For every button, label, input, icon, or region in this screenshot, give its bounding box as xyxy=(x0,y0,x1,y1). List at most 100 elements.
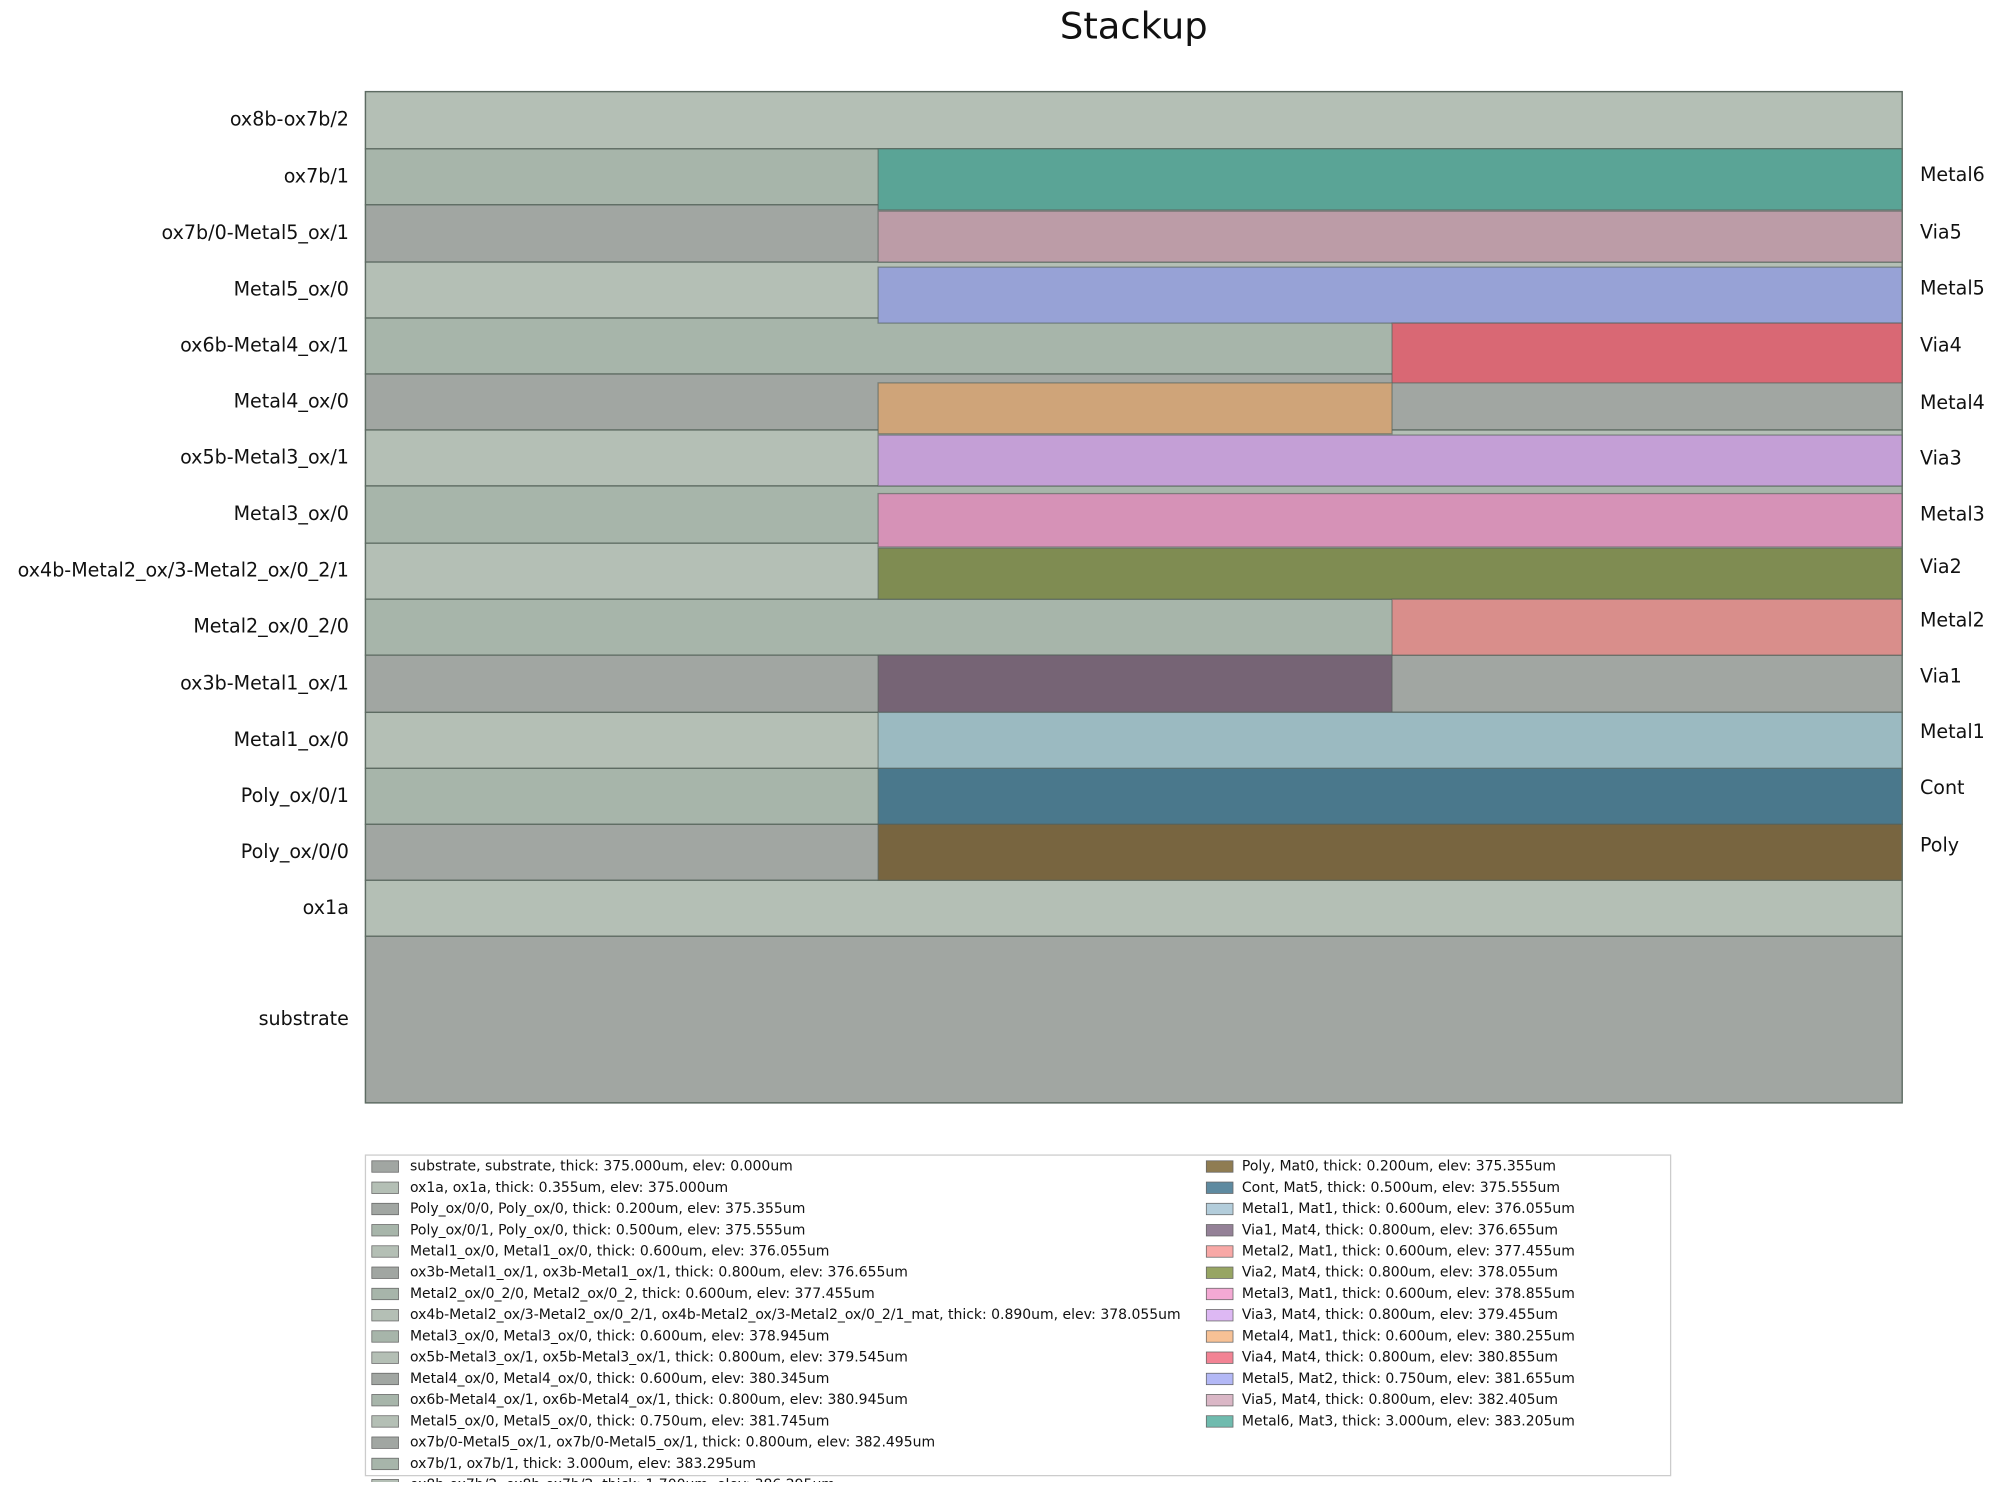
metal-layer xyxy=(877,547,1903,600)
dielectric-label: Poly_ox/0/0 xyxy=(241,841,349,863)
legend-swatch xyxy=(1205,1245,1234,1258)
metal-layer xyxy=(877,767,1903,825)
legend-label: Metal5_ox/0, Metal5_ox/0, thick: 0.750um… xyxy=(410,1413,829,1429)
legend-label: Via2, Mat4, thick: 0.800um, elev: 378.05… xyxy=(1242,1265,1558,1281)
metal-label: Via3 xyxy=(1920,448,1962,470)
legend-swatch xyxy=(371,1330,399,1343)
legend-label: Metal2_ox/0_2/0, Metal2_ox/0_2, thick: 0… xyxy=(410,1286,875,1302)
legend-label: Poly_ox/0/1, Poly_ox/0, thick: 0.500um, … xyxy=(410,1222,805,1238)
dielectric-label: substrate xyxy=(259,1008,349,1030)
legend-swatch xyxy=(1205,1160,1234,1173)
legend-swatch xyxy=(1205,1266,1234,1279)
legend-label: Metal1_ox/0, Metal1_ox/0, thick: 0.600um… xyxy=(410,1243,829,1259)
legend-label: ox3b-Metal1_ox/1, ox3b-Metal1_ox/1, thic… xyxy=(410,1265,908,1281)
legend-swatch xyxy=(371,1202,399,1216)
metal-layer xyxy=(1391,322,1903,384)
metal-label: Metal5 xyxy=(1920,277,1985,299)
legend-swatch xyxy=(371,1436,399,1449)
legend-label: ox6b-Metal4_ox/1, ox6b-Metal4_ox/1, thic… xyxy=(410,1392,908,1408)
metal-label: Via5 xyxy=(1920,221,1962,243)
legend-label: Metal3, Mat1, thick: 0.600um, elev: 378.… xyxy=(1242,1286,1575,1302)
legend-label: ox8b-ox7b/2, ox8b-ox7b/2, thick: 1.700um… xyxy=(410,1477,835,1482)
dielectric-label: ox5b-Metal3_ox/1 xyxy=(180,446,349,468)
legend-label: Metal2, Mat1, thick: 0.600um, elev: 377.… xyxy=(1242,1243,1575,1259)
legend-label: Via5, Mat4, thick: 0.800um, elev: 382.40… xyxy=(1242,1392,1558,1408)
legend-label: Metal4_ox/0, Metal4_ox/0, thick: 0.600um… xyxy=(410,1371,829,1387)
legend-label: ox4b-Metal2_ox/3-Metal2_ox/0_2/1, ox4b-M… xyxy=(410,1307,1181,1323)
dielectric-layer xyxy=(364,879,1903,937)
legend-swatch xyxy=(1205,1202,1234,1216)
legend-label: Via3, Mat4, thick: 0.800um, elev: 379.45… xyxy=(1242,1307,1558,1323)
legend-label: Metal4, Mat1, thick: 0.600um, elev: 380.… xyxy=(1242,1328,1575,1344)
legend-label: Poly, Mat0, thick: 0.200um, elev: 375.35… xyxy=(1242,1159,1556,1175)
legend-swatch xyxy=(1205,1287,1234,1301)
legend-swatch xyxy=(371,1309,399,1322)
dielectric-label: Metal3_ox/0 xyxy=(234,503,349,525)
legend-label: ox5b-Metal3_ox/1, ox5b-Metal3_ox/1, thic… xyxy=(410,1350,908,1366)
legend-label: ox7b/1, ox7b/1, thick: 3.000um, elev: 38… xyxy=(410,1456,756,1472)
legend-swatch xyxy=(371,1372,399,1386)
legend-label: Cont, Mat5, thick: 0.500um, elev: 375.55… xyxy=(1242,1180,1560,1196)
legend-label: Metal3_ox/0, Metal3_ox/0, thick: 0.600um… xyxy=(410,1328,829,1344)
dielectric-label: ox1a xyxy=(303,897,349,919)
metal-label: Metal4 xyxy=(1920,392,1985,414)
dielectric-layer xyxy=(364,935,1903,1104)
legend-swatch xyxy=(1205,1181,1234,1194)
metal-layer xyxy=(877,382,1393,435)
dielectric-label: ox7b/1 xyxy=(284,165,349,187)
metal-layer xyxy=(1391,598,1903,656)
metal-label: Cont xyxy=(1920,777,1965,799)
legend-label: Via4, Mat4, thick: 0.800um, elev: 380.85… xyxy=(1242,1350,1558,1366)
metal-label: Via1 xyxy=(1920,665,1962,687)
metal-label: Metal6 xyxy=(1920,164,1985,186)
legend-box xyxy=(364,1154,1672,1477)
dielectric-label: ox4b-Metal2_ox/3-Metal2_ox/0_2/1 xyxy=(18,560,349,582)
legend-swatch xyxy=(371,1245,399,1258)
dielectric-label: Poly_ox/0/1 xyxy=(241,785,349,807)
dielectric-label: Metal2_ox/0_2/0 xyxy=(193,616,349,638)
legend-label: ox7b/0-Metal5_ox/1, ox7b/0-Metal5_ox/1, … xyxy=(410,1435,935,1451)
metal-label: Metal1 xyxy=(1920,721,1985,743)
legend-swatch xyxy=(371,1394,399,1407)
legend-swatch xyxy=(371,1287,399,1301)
metal-label: Metal3 xyxy=(1920,504,1985,526)
legend-swatch xyxy=(1205,1309,1234,1322)
metal-label: Via4 xyxy=(1920,335,1962,357)
legend-swatch xyxy=(1205,1372,1234,1386)
chart-title: Stackup xyxy=(1060,4,1208,47)
dielectric-label: Metal1_ox/0 xyxy=(234,729,349,751)
legend-label: Metal6, Mat3, thick: 3.000um, elev: 383.… xyxy=(1242,1413,1575,1429)
legend-label: Poly_ox/0/0, Poly_ox/0, thick: 0.200um, … xyxy=(410,1201,805,1217)
metal-layer xyxy=(877,148,1903,211)
metal-layer xyxy=(877,434,1903,487)
dielectric-label: ox3b-Metal1_ox/1 xyxy=(180,672,349,694)
metal-label: Via2 xyxy=(1920,556,1962,578)
metal-layer xyxy=(877,266,1903,324)
metal-layer xyxy=(877,654,1393,714)
legend-swatch xyxy=(371,1351,399,1364)
dielectric-label: ox8b-ox7b/2 xyxy=(230,109,349,131)
legend-swatch xyxy=(371,1160,399,1173)
legend-swatch xyxy=(1205,1394,1234,1407)
dielectric-label: ox6b-Metal4_ox/1 xyxy=(180,335,349,357)
legend-swatch xyxy=(371,1415,399,1428)
legend-label: Metal1, Mat1, thick: 0.600um, elev: 376.… xyxy=(1242,1201,1575,1217)
metal-label: Poly xyxy=(1920,834,1959,856)
dielectric-layer xyxy=(364,90,1903,150)
legend-swatch xyxy=(1205,1351,1234,1364)
dielectric-label: Metal4_ox/0 xyxy=(234,390,349,412)
legend-swatch xyxy=(371,1266,399,1279)
metal-label: Metal2 xyxy=(1920,609,1985,631)
legend-swatch xyxy=(371,1224,399,1237)
legend-swatch xyxy=(371,1457,399,1471)
legend-swatch xyxy=(1205,1415,1234,1428)
legend-label: substrate, substrate, thick: 375.000um, … xyxy=(410,1159,793,1175)
legend-swatch xyxy=(1205,1224,1234,1237)
legend-label: Via1, Mat4, thick: 0.800um, elev: 376.65… xyxy=(1242,1222,1558,1238)
legend-label: ox1a, ox1a, thick: 0.355um, elev: 375.00… xyxy=(410,1180,728,1196)
legend-label: Metal5, Mat2, thick: 0.750um, elev: 381.… xyxy=(1242,1371,1575,1387)
metal-layer xyxy=(877,823,1903,881)
metal-layer xyxy=(877,210,1903,263)
metal-layer xyxy=(877,492,1903,548)
